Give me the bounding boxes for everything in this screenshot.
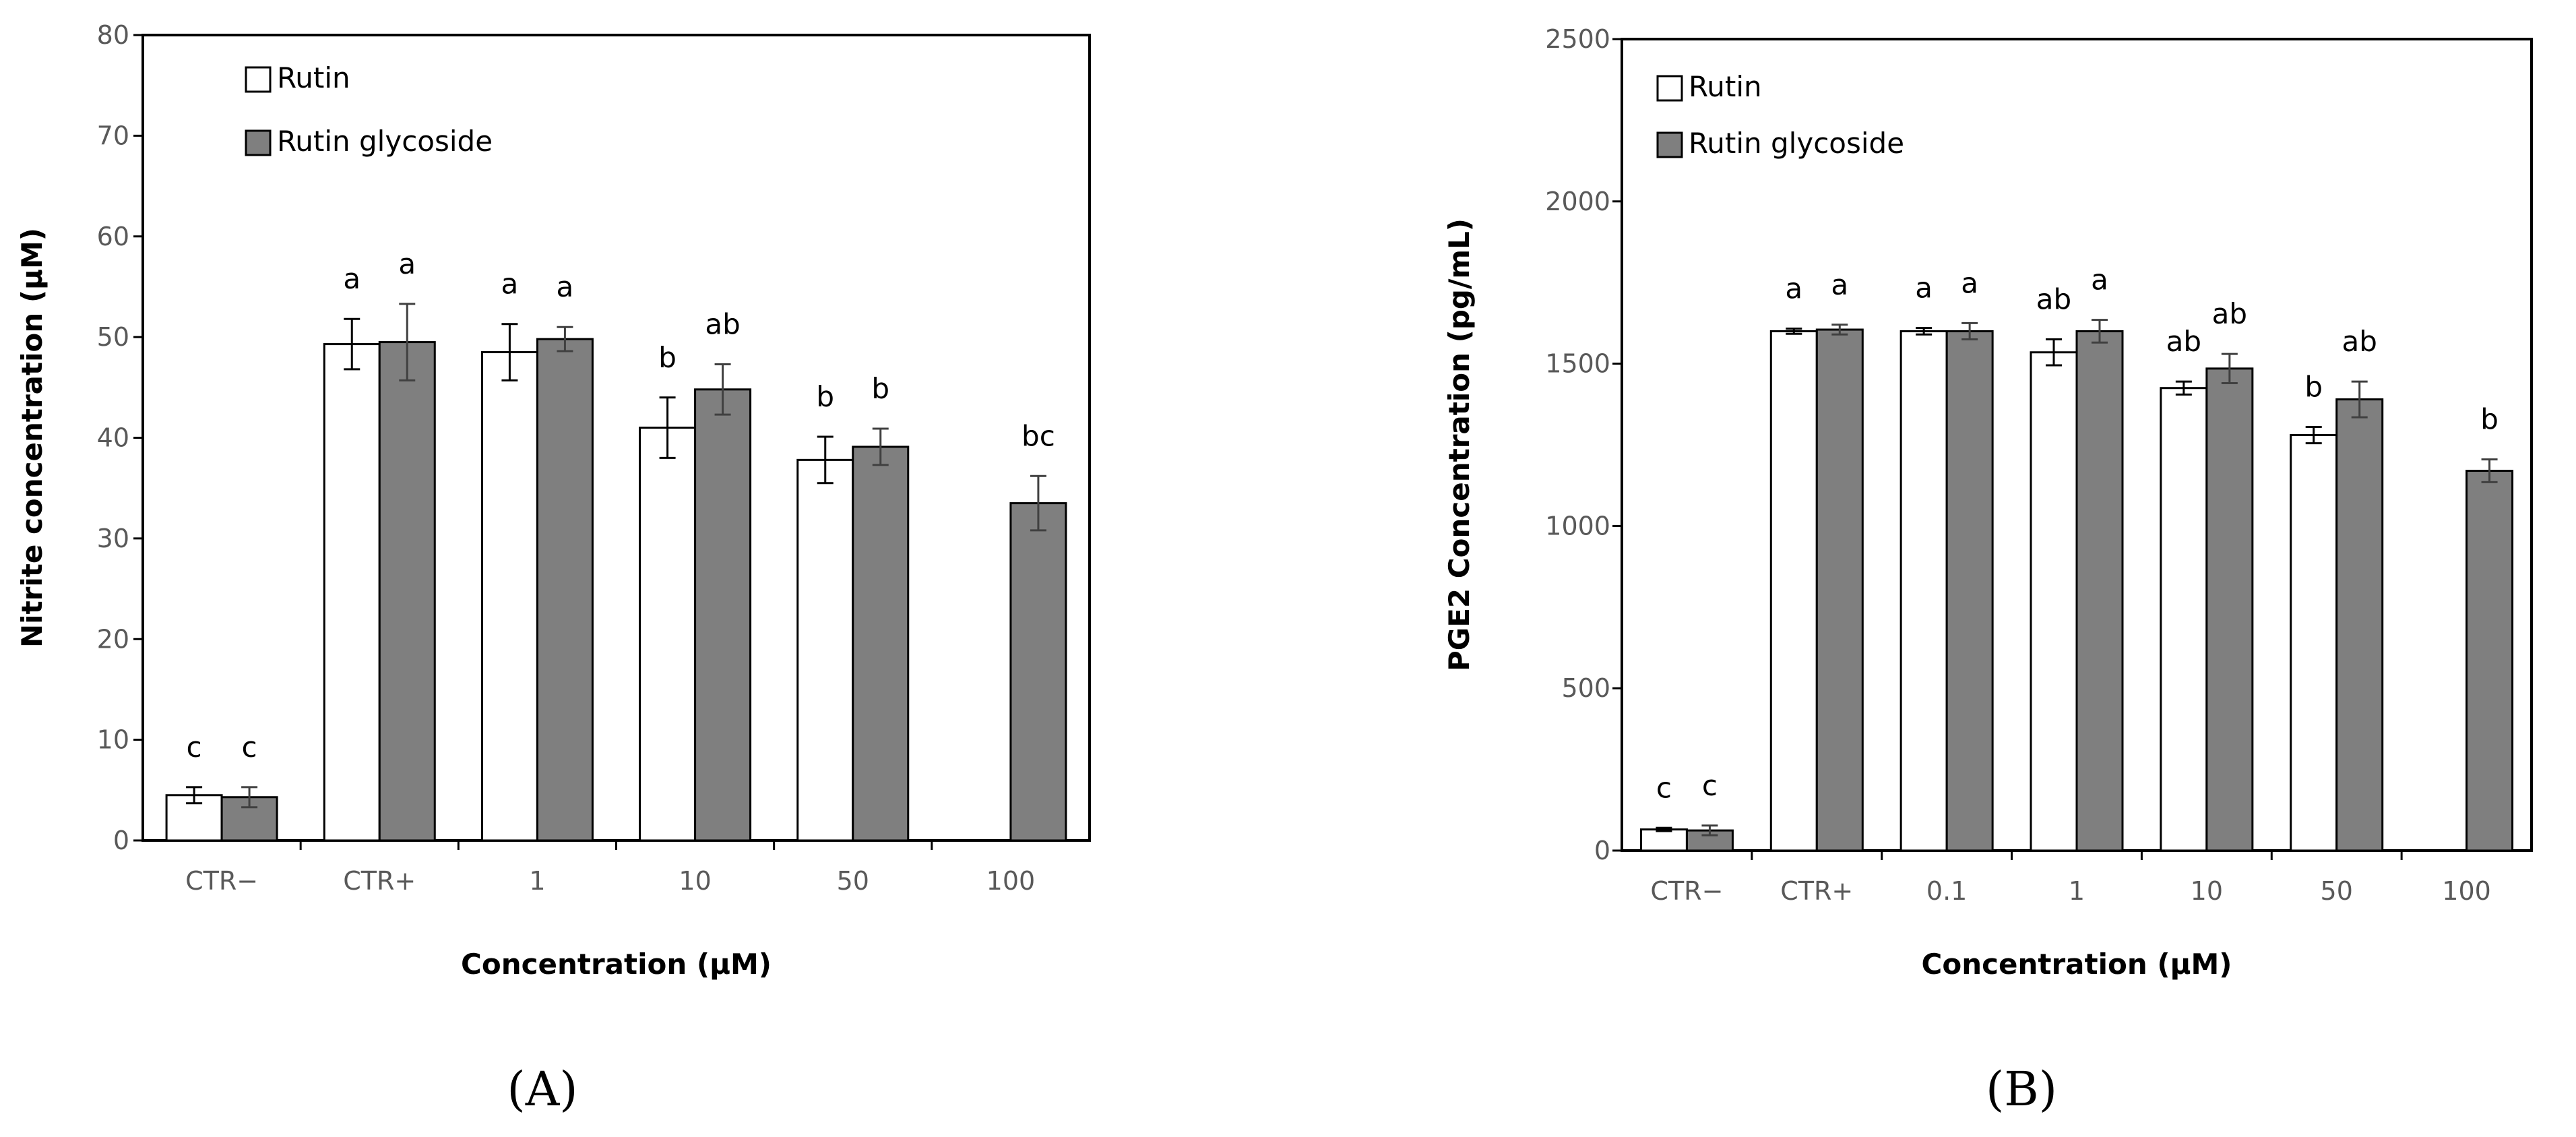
legend-swatch-rutin-glycoside [245,129,272,156]
bar-rutin [323,343,381,842]
x-tick-label: 50 [2321,876,2353,906]
significance-letter: a [501,268,519,301]
significance-letter: ab [2342,325,2377,358]
significance-letter: b [2480,403,2499,436]
panel-label: (B) [1986,1062,2057,1117]
significance-letter: b [2304,371,2323,404]
significance-letter: a [1961,266,1978,299]
y-axis-title: Nitrite concentration (µM) [15,228,49,648]
y-tick-label: 30 [97,524,129,553]
bar-rutin-glycoside [2465,470,2514,852]
bar-rutin [1769,330,1818,852]
legend-swatch-rutin [245,66,272,93]
y-tick-label: 80 [97,20,129,50]
significance-letter: a [343,262,360,295]
significance-letter: a [398,247,416,280]
significance-letter: bc [1022,419,1055,452]
bar-rutin [2290,434,2338,852]
significance-letter: a [1831,268,1848,301]
x-tick-label: 100 [2442,876,2491,906]
legend-swatch-rutin [1656,75,1683,102]
x-tick-label: CTR+ [343,866,416,896]
x-tick-label: 1 [529,866,545,896]
significance-letter: ab [2166,325,2201,358]
significance-letter: c [187,731,202,764]
y-tick-label: 10 [97,725,129,755]
significance-letter: c [1656,771,1672,804]
significance-letter: c [242,731,257,764]
y-tick-label: 2000 [1545,187,1610,216]
significance-letter: a [1915,272,1933,305]
significance-letter: ab [2036,282,2071,315]
y-tick-label: 70 [97,121,129,150]
significance-letter: c [1702,769,1718,802]
x-axis-title: Concentration (µM) [1922,948,2232,981]
bar-rutin [2030,351,2078,852]
x-tick-label: 10 [679,866,711,896]
bar-rutin-glycoside [852,445,910,842]
bar-rutin-glycoside [694,388,752,842]
y-tick-label: 2500 [1545,24,1610,54]
x-tick-label: CTR− [1650,876,1723,906]
legend-label: Rutin [277,61,350,94]
x-tick-label: 100 [986,866,1036,896]
panel-label: (A) [507,1062,577,1117]
x-axis-title: Concentration (µM) [461,948,772,981]
y-tick-label: 50 [97,322,129,352]
legend-label: Rutin [1689,70,1762,103]
bar-rutin-glycoside [2075,330,2124,852]
x-tick-label: 50 [837,866,869,896]
bar-rutin-glycoside [378,341,436,842]
bar-rutin [639,427,697,842]
x-tick-label: 0.1 [1926,876,1967,906]
y-tick-label: 20 [97,624,129,654]
y-tick-label: 0 [1594,836,1610,865]
y-tick-label: 40 [97,423,129,453]
y-tick-label: 500 [1561,673,1610,703]
significance-letter: b [816,380,834,413]
y-axis-title: PGE2 Concentration (pg/mL) [1443,218,1476,671]
significance-letter: a [1785,272,1802,305]
bar-rutin-glycoside [2335,398,2384,852]
x-tick-label: 10 [2191,876,2223,906]
bar-rutin [796,458,854,842]
significance-letter: a [2091,264,2108,297]
bar-rutin-glycoside [2205,367,2254,852]
y-tick-label: 1000 [1545,511,1610,541]
significance-letter: a [557,270,574,303]
x-tick-label: CTR+ [1780,876,1853,906]
bar-rutin [1639,828,1688,852]
significance-letter: ab [705,307,740,340]
legend-label: Rutin glycoside [1689,127,1904,160]
significance-letter: ab [2212,297,2247,330]
x-tick-label: 1 [2069,876,2085,906]
y-tick-label: 60 [97,222,129,251]
bar-rutin-glycoside [1945,330,1994,852]
bar-rutin-glycoside [536,338,594,842]
legend-label: Rutin glycoside [277,125,493,158]
significance-letter: b [658,341,677,374]
x-tick-label: CTR− [185,866,258,896]
significance-letter: b [871,372,889,405]
bar-rutin-glycoside [1009,502,1067,842]
bar-rutin-glycoside [1815,328,1864,852]
bar-rutin [2160,387,2208,852]
y-tick-label: 1500 [1545,349,1610,379]
y-tick-label: 0 [113,826,129,855]
bar-rutin [1899,330,1948,852]
bar-rutin [480,351,538,842]
legend-swatch-rutin-glycoside [1656,131,1683,158]
